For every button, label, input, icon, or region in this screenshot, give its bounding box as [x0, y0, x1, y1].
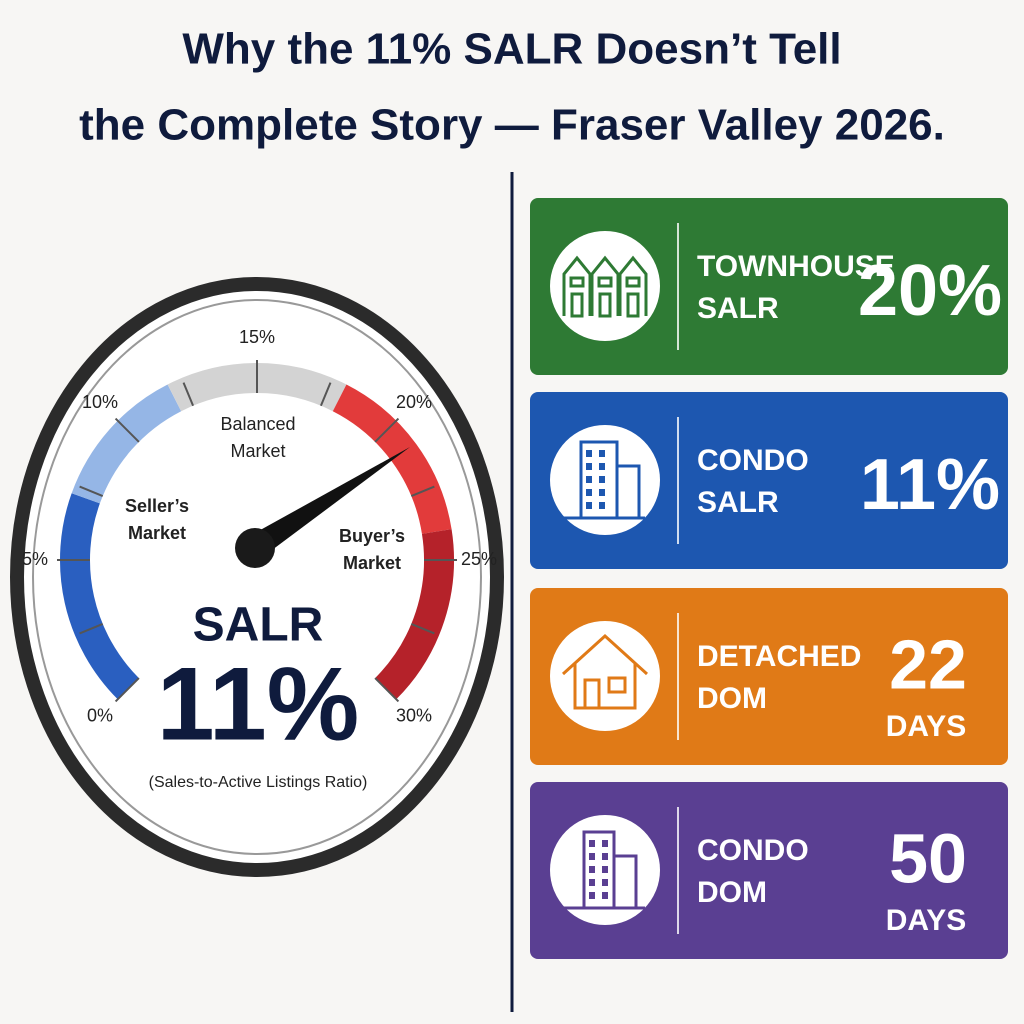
icon: [589, 879, 595, 886]
icon: [570, 292, 584, 318]
needle: [246, 447, 410, 556]
icon: [586, 450, 592, 457]
card-label: CONDO: [697, 444, 809, 477]
gauge-tick: [79, 622, 104, 635]
cards: TOWNHOUSE SALR 20% CONDO SALR 11% DETACHED DOM 2…: [530, 198, 1008, 959]
card-value: 20%: [858, 251, 1002, 331]
icon: [569, 276, 585, 288]
gauge-tick-label: 20%: [396, 392, 432, 412]
card-label: SALR: [697, 486, 779, 519]
icon: [599, 502, 605, 509]
gauge-tick: [114, 677, 140, 703]
zone-label: Buyer’s: [339, 526, 405, 546]
icon: [586, 502, 592, 509]
title-line: the Complete Story — Fraser Valley 2026.: [79, 101, 945, 150]
icon: [618, 255, 648, 316]
card: [530, 588, 1008, 765]
gauge-band: [60, 493, 140, 700]
icon: [602, 853, 608, 860]
icon: [598, 292, 612, 318]
icon: [599, 450, 605, 457]
gauge-tick-label: 0%: [87, 706, 113, 726]
card-value: 11%: [860, 445, 1000, 525]
card-label: SALR: [697, 292, 779, 325]
icon: [590, 255, 620, 316]
card: [530, 198, 1008, 375]
zone-label: Market: [230, 441, 285, 461]
gauge-tick-label: 25%: [461, 549, 497, 569]
gauge-band: [374, 529, 454, 700]
icon: [597, 276, 613, 288]
card-label: DETACHED: [697, 640, 861, 673]
card: [530, 782, 1008, 959]
card-label: DOM: [697, 876, 767, 909]
gauge-tick-label: 30%: [396, 706, 432, 726]
icon: [586, 489, 592, 496]
gauge-tick: [410, 622, 435, 635]
card: [530, 392, 1008, 569]
icon: [626, 292, 640, 318]
icon: [602, 840, 608, 847]
card-unit: DAYS: [886, 904, 967, 937]
icon: [599, 476, 605, 483]
gauge-tick: [374, 417, 400, 443]
card-unit: DAYS: [886, 710, 967, 743]
icon: [602, 892, 608, 899]
icon: [589, 866, 595, 873]
icon: [599, 463, 605, 470]
card-value: 22: [889, 625, 967, 703]
gauge-tick: [114, 417, 140, 443]
card-label: DOM: [697, 682, 767, 715]
gauge-caption: (Sales-to-Active Listings Ratio): [149, 774, 368, 791]
icon: [589, 853, 595, 860]
icon: [562, 255, 592, 316]
needle-hub: [235, 528, 275, 568]
zone-label: Market: [343, 553, 401, 573]
icon: [586, 476, 592, 483]
gauge-tick: [182, 382, 195, 407]
gauge-tick: [374, 677, 400, 703]
icon: [625, 276, 641, 288]
icon: [607, 676, 627, 694]
gauge-tick-label: 10%: [82, 392, 118, 412]
gauge-value: 11%: [157, 646, 359, 762]
gauge-metric: SALR: [193, 599, 324, 652]
gauge-tick-label: 5%: [22, 549, 48, 569]
gauge-tick: [410, 485, 435, 498]
card-icon-bg: [550, 621, 660, 731]
gauge-band: [332, 384, 452, 535]
icon: [583, 678, 601, 710]
zone-label: Seller’s: [125, 496, 189, 516]
title-line: Why the 11% SALR Doesn’t Tell: [182, 25, 841, 74]
gauge-tick: [79, 485, 104, 498]
icon: [602, 879, 608, 886]
gauge-tick: [319, 382, 332, 407]
zone-label: Market: [128, 523, 186, 543]
icon: [589, 840, 595, 847]
icon: [561, 633, 649, 710]
zone-label: Balanced: [220, 414, 295, 434]
card-label: TOWNHOUSE: [697, 250, 895, 283]
icon: [602, 866, 608, 873]
gauge-tick-label: 15%: [239, 327, 275, 347]
gauge-band: [71, 384, 182, 504]
gauge-ring: [32, 299, 482, 855]
icon: [599, 489, 605, 496]
icon: [589, 892, 595, 899]
card-label: CONDO: [697, 834, 809, 867]
card-value: 50: [889, 819, 967, 897]
gauge: 0% 5% 10% 15% 20% 25% 30% Balanced Market Seller’…: [10, 277, 504, 877]
icon: [586, 463, 592, 470]
